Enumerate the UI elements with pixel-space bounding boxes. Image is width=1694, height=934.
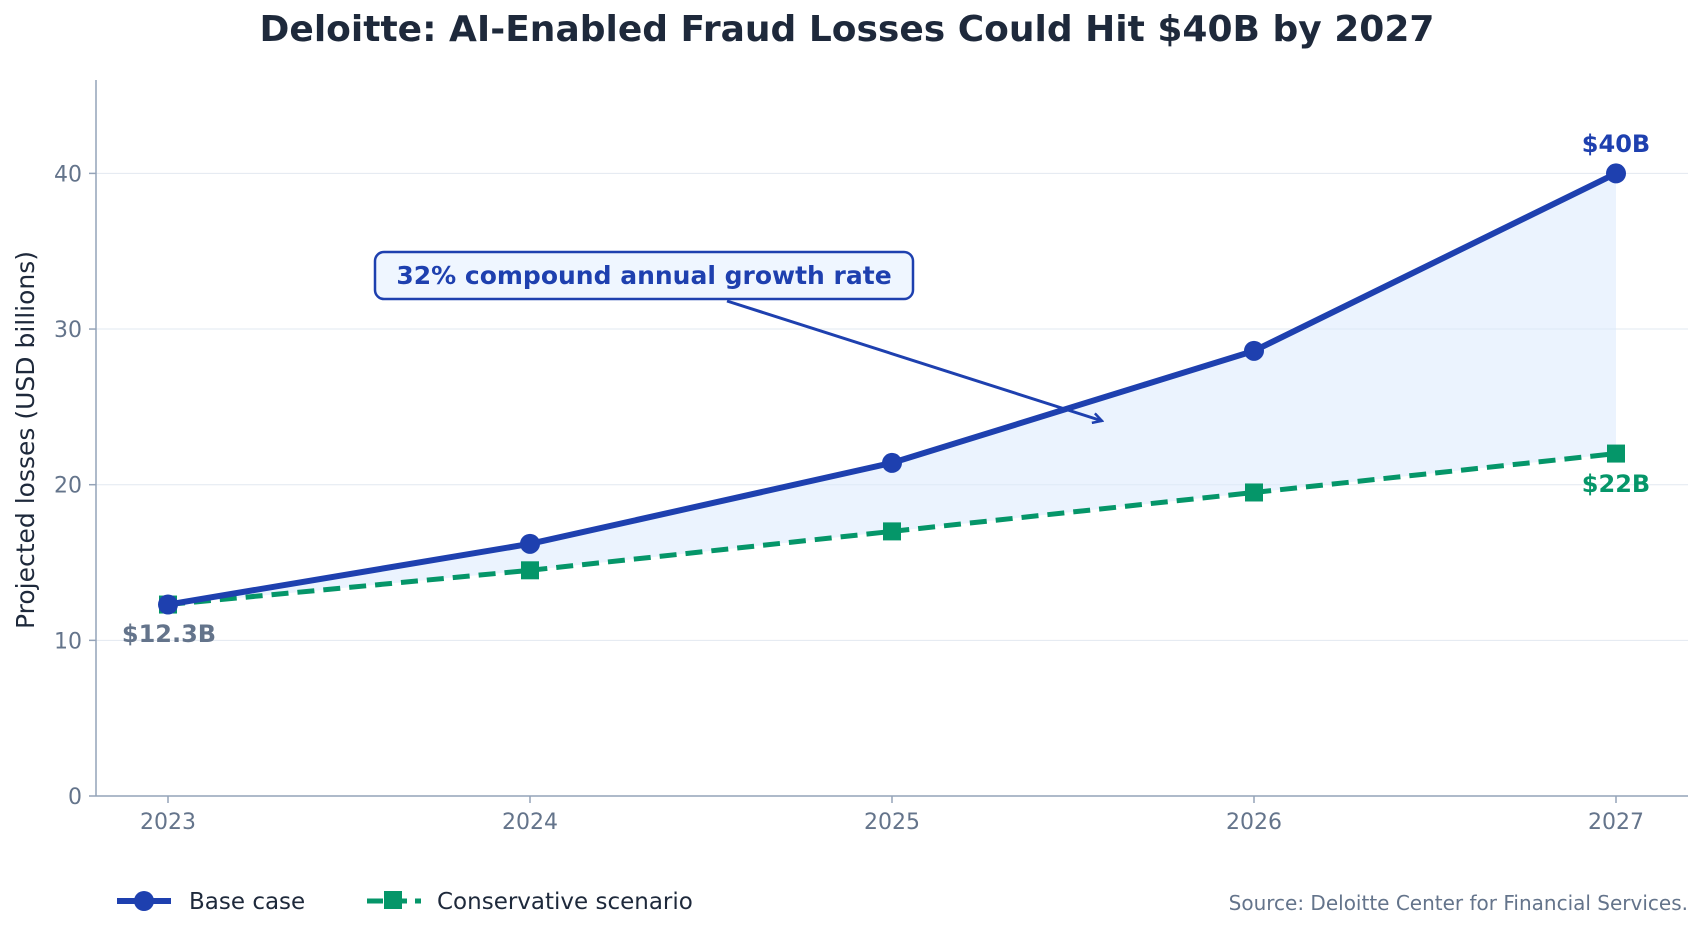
x-ticks: 2023 2024 2025 2026 2027 [140,796,1644,835]
y-tick-label: 30 [54,318,82,343]
y-tick-label: 40 [54,162,82,187]
base-end-value-label: $40B [1582,130,1650,158]
legend-label-base-case: Base case [189,889,305,915]
callout-annotation: 32% compound annual growth rate [373,250,1102,421]
data-point-conservative-scenario [883,522,901,541]
legend-item-base-case: Base case [117,889,305,915]
x-tick-label: 2024 [502,810,558,835]
x-tick-label: 2023 [140,810,196,835]
fill-between-area [168,173,1616,605]
x-tick-label: 2025 [864,810,920,835]
y-tick-label: 10 [54,629,82,654]
gridlines [96,172,1688,641]
callout-box [373,250,915,301]
start-value-label: $12.3B [122,620,216,648]
x-tick-label: 2026 [1226,810,1282,835]
y-tick-label: 20 [54,474,82,499]
y-tick-label: 0 [68,785,82,810]
data-point-conservative-scenario [521,561,539,580]
source-note: Source: Deloitte Center for Financial Se… [1229,891,1688,915]
data-point-base-case [520,533,540,554]
chart-title: Deloitte: AI-Enabled Fraud Losses Could … [260,9,1435,50]
data-point-base-case [882,452,902,473]
conservative-end-value-label: $22B [1582,470,1650,498]
legend-item-conservative: Conservative scenario [367,889,693,915]
x-tick-label: 2027 [1588,810,1644,835]
data-point-conservative-scenario [1607,444,1625,463]
fill-between-path [168,173,1616,605]
data-point-conservative-scenario [1245,483,1263,502]
y-ticks: 0 10 20 30 40 [54,162,96,810]
legend-marker-base-case [134,891,154,911]
data-point-base-case [1606,163,1626,184]
data-point-base-case [158,594,178,615]
legend: Base case Conservative scenario [117,889,693,915]
callout-text: 32% compound annual growth rate [396,261,891,290]
callout-arrow [726,299,1102,421]
legend-marker-conservative [384,891,402,909]
legend-label-conservative: Conservative scenario [437,889,693,915]
series-group [158,163,1626,615]
data-point-base-case [1244,340,1264,361]
series-line-conservative-scenario [167,451,1617,608]
y-axis-label: Projected losses (USD billions) [11,251,40,629]
